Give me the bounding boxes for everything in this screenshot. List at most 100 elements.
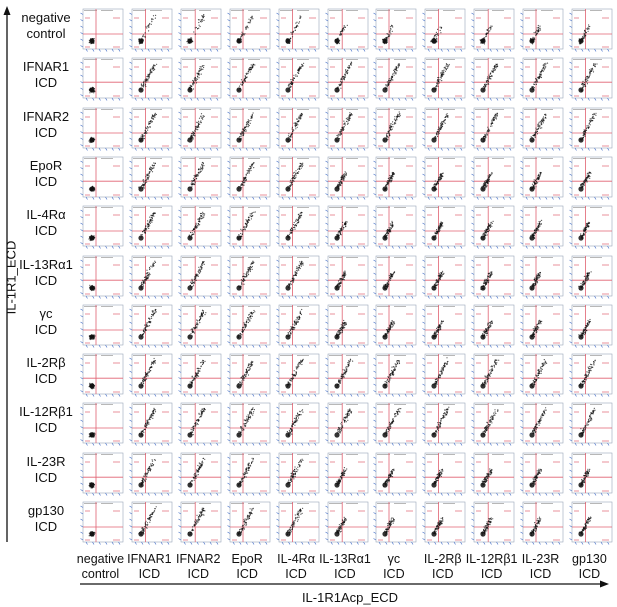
dot-plot [227,501,270,545]
dot-plot-panel [420,499,466,545]
dot-plot-panel [176,400,222,447]
dot-plot [471,107,515,151]
dot-plot [520,57,564,101]
dot-plot-panel [469,154,515,200]
dot-plot-panel [469,253,515,299]
dot-plot [275,501,319,545]
dot-plot-panel [127,105,173,151]
dot-plot [129,205,173,249]
dot-plot [80,353,124,397]
row-label: EpoR ICD [14,158,78,190]
dot-plot [422,8,466,52]
dot-plot [275,255,319,299]
dot-plot-panel [78,400,124,447]
dot-plot [80,501,124,545]
dot-plot-panel [518,450,564,496]
column-label-line: ICD [334,567,356,581]
dot-plot [373,8,417,52]
dot-plot [178,403,222,447]
row-label: IL-12Rβ1 ICD [14,404,78,436]
dot-plot-panel [420,6,466,52]
dot-plot-panel [274,351,320,397]
column-label-line: negative [76,552,125,566]
dot-plot-panel [323,351,369,397]
dot-plot-panel [323,55,369,101]
dot-plot-panel [469,450,515,496]
dot-plot-panel [176,351,222,397]
dot-plot [178,304,222,348]
dot-plot [471,353,515,397]
dot-plot-panel [78,450,124,496]
dot-plot [520,353,564,397]
dot-plot [178,8,222,52]
dot-plot [275,57,319,101]
row-label-line: ICD [34,173,58,189]
dot-plot-grid [76,4,613,546]
dot-plot-panel [225,6,271,52]
dot-plot [227,353,270,397]
column-label: IL-12Rβ1 ICD [462,552,522,582]
dot-plot-panel [518,203,564,249]
dot-plot [129,8,173,52]
column-label: negative control [70,552,130,582]
column-label-line: EpoR [231,552,263,566]
dot-plot [569,452,613,496]
dot-plot [422,57,466,101]
dot-plot-panel [274,400,320,447]
dot-plot-panel [127,302,173,348]
dot-plot-panel [225,400,271,447]
column-label: γc ICD [364,552,424,582]
dot-plot-panel [176,154,222,200]
dot-plot-panel [323,6,369,52]
dot-plot [324,452,368,496]
dot-plot [275,205,319,249]
column-label-line: IL-23R [521,552,560,566]
dot-plot [129,452,173,496]
dot-plot [227,8,270,52]
dot-plot [569,57,613,101]
dot-plot [129,107,173,151]
dot-plot-panel [420,105,466,151]
row-label: γc ICD [14,306,78,338]
dot-plot [275,8,319,52]
dot-plot-panel [127,203,173,249]
dot-plot-panel [567,253,613,299]
row-label-line: ICD [34,321,58,337]
dot-plot-panel [127,6,173,52]
dot-plot-panel [371,400,417,447]
dot-plot [373,403,417,447]
row-label-line: control [26,26,66,41]
dot-plot-panel [567,351,613,397]
dot-plot-panel [371,450,417,496]
dot-plot [324,403,368,447]
dot-plot [471,501,515,545]
dot-plot-panel [420,351,466,397]
dot-plot [129,353,173,397]
row-label-line: ICD [34,75,58,91]
dot-plot-panel [274,55,320,101]
dot-plot [471,452,515,496]
dot-plot-panel [78,302,124,348]
row-label-line: IFNAR1 [22,59,70,75]
dot-plot-panel [127,55,173,101]
dot-plot [129,57,173,101]
dot-plot-panel [518,6,564,52]
dot-plot [471,304,515,348]
dot-plot-panel [469,499,515,545]
dot-plot [80,403,124,447]
column-label-line: ICD [383,567,405,581]
dot-plot [569,107,613,151]
dot-plot-panel [78,154,124,200]
row-label-line: ICD [34,223,58,239]
dot-plot-panel [567,499,613,545]
dot-plot [178,156,222,200]
dot-plot-panel [469,302,515,348]
dot-plot-panel [78,351,124,397]
dot-plot [227,403,270,447]
dot-plot-panel [420,203,466,249]
dot-plot-panel [371,203,417,249]
dot-plot-panel [78,55,124,101]
dot-plot [373,205,417,249]
dot-plot-panel [469,351,515,397]
